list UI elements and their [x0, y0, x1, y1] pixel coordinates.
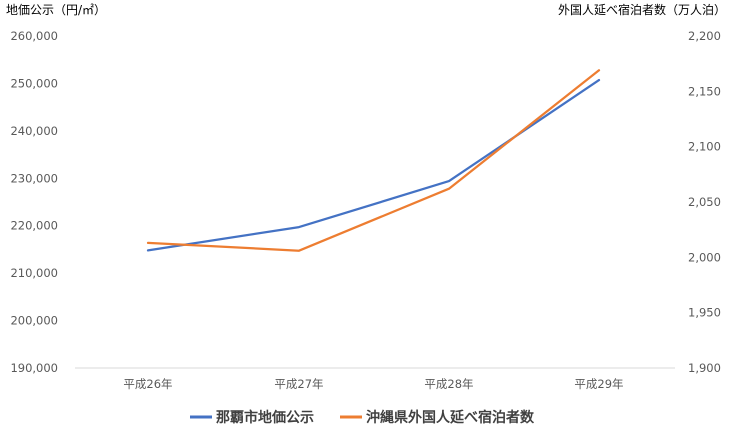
x-tick-label: 平成26年 [123, 377, 172, 391]
left-tick-label: 240,000 [10, 124, 58, 138]
left-tick-label: 210,000 [10, 266, 58, 280]
left-axis-ticks: 190,000 200,000 210,000 220,000 230,000 240,0… [10, 29, 58, 375]
legend-label: 那覇市地価公示 [216, 409, 314, 426]
series-line-0 [146, 78, 601, 252]
right-tick-label: 2,150 [688, 84, 721, 98]
x-tick-label: 平成28年 [424, 377, 473, 391]
series-line-1 [146, 69, 601, 252]
series-layer [146, 69, 601, 252]
legend: 那覇市地価公示 沖縄県外国人延べ宿泊者数 [190, 409, 535, 426]
left-tick-label: 220,000 [10, 219, 58, 233]
right-axis-ticks: 1,900 1,950 2,000 2,050 2,100 2,150 2,200 [688, 29, 721, 375]
right-tick-label: 2,050 [688, 195, 721, 209]
x-axis-ticks: 平成26年 平成27年 平成28年 平成29年 [123, 377, 623, 391]
right-tick-label: 2,200 [688, 29, 721, 43]
left-axis-title: 地価公示（円/㎡） [6, 3, 106, 17]
right-axis-title: 外国人延べ宿泊者数（万人泊） [558, 2, 726, 17]
x-tick-label: 平成27年 [274, 377, 323, 391]
right-tick-label: 1,900 [688, 361, 721, 375]
left-tick-label: 250,000 [10, 76, 58, 90]
left-tick-label: 260,000 [10, 29, 58, 43]
x-tick-label: 平成29年 [574, 377, 623, 391]
left-tick-label: 190,000 [10, 361, 58, 375]
left-tick-label: 200,000 [10, 314, 58, 328]
right-tick-label: 2,000 [688, 250, 721, 264]
legend-label: 沖縄県外国人延べ宿泊者数 [366, 409, 535, 426]
right-tick-label: 2,100 [688, 140, 721, 154]
right-tick-label: 1,950 [688, 306, 721, 320]
left-tick-label: 230,000 [10, 171, 58, 185]
